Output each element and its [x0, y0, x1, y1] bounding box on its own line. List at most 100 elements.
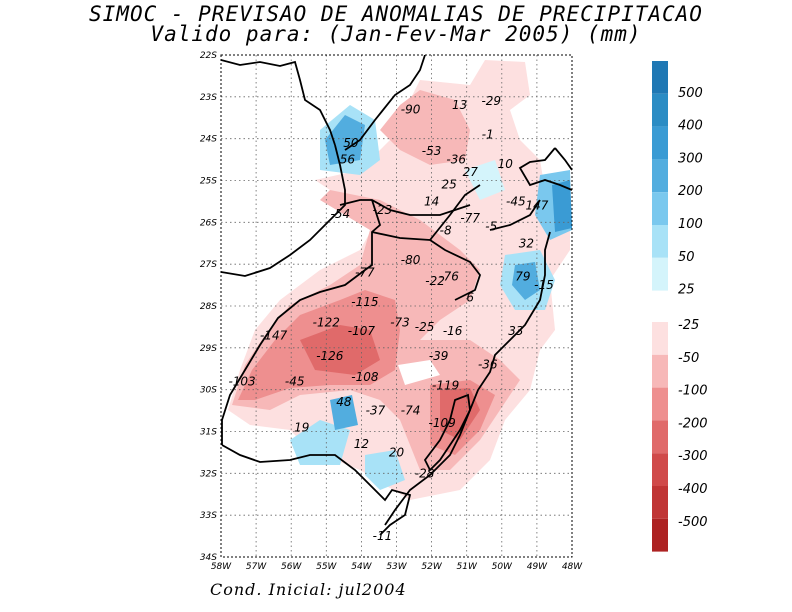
anomaly-value-label: -103	[228, 374, 255, 388]
anomaly-value-label: -16	[443, 324, 463, 338]
lat-tick-labels: 22S 23S 24S 25S 26S 27S 28S 29S 30S 31S 32S 33S 34S	[200, 51, 217, 563]
border-sc-rs	[371, 231, 482, 301]
anomaly-value-label: 79	[515, 270, 530, 284]
lat-tick-label: 30S	[200, 386, 217, 396]
lon-tick-label: 53W	[386, 562, 407, 572]
anomaly-value-label: -122	[313, 316, 340, 330]
anomaly-value-label: -107	[348, 324, 376, 338]
border-paraguay-north	[221, 59, 336, 146]
border-parana-river	[221, 144, 346, 277]
lon-tick-labels: 58W 57W 56W 55W 54W 53W 52W 51W 50W 49W 48W	[211, 562, 583, 572]
anomaly-value-label: -126	[316, 349, 344, 363]
lat-tick-label: 25S	[200, 177, 217, 187]
colorbar-label: 50	[678, 250, 695, 265]
anomaly-value-label: -45	[285, 374, 305, 388]
shade-white-hole	[398, 360, 440, 385]
coastline	[384, 147, 572, 526]
lon-tick-label: 57W	[246, 562, 267, 572]
colorbar-swatch	[652, 420, 668, 454]
lat-tick-label: 27S	[200, 260, 217, 270]
lat-tick-label: 31S	[200, 428, 217, 438]
lon-tick-label: 49W	[527, 562, 548, 572]
anomaly-value-label: -25	[415, 320, 435, 334]
anomaly-value-label: -28	[415, 466, 435, 480]
shade-positive-south-2	[365, 450, 405, 490]
anomaly-value-label: -108	[351, 370, 379, 384]
anomaly-value-label: 19	[294, 420, 309, 434]
lat-tick-label: 28S	[200, 302, 217, 312]
anomaly-value-label: 12	[354, 437, 369, 451]
colorbar-label: -200	[678, 416, 708, 431]
colorbar-label: -25	[678, 318, 699, 333]
colorbar-label: -300	[678, 449, 708, 464]
anomaly-value-label: 50	[343, 136, 359, 150]
anomaly-value-label: -109	[429, 416, 456, 430]
lat-tick-label: 29S	[200, 344, 217, 354]
anomaly-value-label: 48	[336, 395, 352, 409]
colorbar-swatch	[652, 387, 668, 421]
colorbar-legend: 500 400 300 200 100 50 25 -25 -50 -100 -200 -300 -40…	[652, 61, 708, 552]
anomaly-value-label: -74	[401, 404, 421, 418]
colorbar-label: 25	[678, 283, 695, 298]
colorbar-label: -400	[678, 482, 708, 497]
anomaly-value-label: 20	[389, 445, 405, 459]
anomaly-value-label: -115	[351, 295, 378, 309]
anomaly-value-label: -29	[481, 94, 501, 108]
anomaly-value-label: 13	[452, 98, 467, 112]
anomaly-value-label: -77	[355, 266, 375, 280]
border-pr-sc	[339, 199, 471, 216]
anomaly-value-label: -22	[425, 274, 445, 288]
colorbar-swatch	[652, 322, 668, 355]
anomaly-value-label: 27	[463, 165, 479, 179]
anomaly-value-label: -37	[366, 404, 386, 418]
lon-tick-label: 54W	[351, 562, 372, 572]
map-frame	[220, 54, 573, 558]
lon-tick-label: 58W	[211, 562, 232, 572]
anomaly-value-label: -15	[534, 278, 554, 292]
anomaly-shading	[228, 60, 572, 500]
anomaly-value-label: 14	[424, 194, 439, 208]
lon-tick-label: 48W	[562, 562, 583, 572]
colorbar-swatch	[652, 518, 668, 552]
initial-condition-label: Cond. Inicial: jul2004	[210, 580, 407, 599]
border-ms-pr	[344, 55, 426, 151]
anomaly-value-label: -36	[446, 153, 466, 167]
shade-positive-east-core	[512, 262, 540, 300]
colorbar-label: 100	[678, 217, 703, 232]
colorbar-swatch	[652, 192, 668, 225]
shade-positive-coast-core	[552, 180, 572, 232]
anomaly-value-label: -39	[429, 349, 449, 363]
colorbar-swatch	[652, 93, 668, 127]
anomaly-value-label: -11	[373, 529, 393, 543]
anomaly-value-label: -119	[432, 378, 459, 392]
shade-positive-nw-core	[325, 115, 365, 165]
anomaly-value-label: -1	[482, 127, 494, 141]
lat-tick-label: 34S	[200, 553, 217, 563]
chart-title: SIMOC - PREVISAO DE ANOMALIAS DE PRECIPI…	[89, 2, 703, 26]
border-rs-uruguay	[221, 444, 412, 536]
lon-tick-label: 55W	[316, 562, 337, 572]
anomaly-value-label: -8	[440, 224, 452, 238]
anomaly-value-label: 56	[340, 153, 356, 167]
anomaly-value-label: -73	[390, 316, 410, 330]
colorbar-swatch	[652, 453, 668, 486]
lon-tick-label: 52W	[421, 562, 442, 572]
lat-tick-label: 24S	[200, 135, 217, 145]
anomaly-value-label: -5	[485, 220, 497, 234]
colorbar-swatch	[652, 225, 668, 258]
colorbar-swatch	[652, 159, 668, 193]
colorbar-label: -100	[678, 384, 708, 399]
shade-positive-mid	[465, 160, 505, 200]
colorbar-swatch	[652, 126, 668, 160]
colorbar-label: 500	[678, 86, 703, 101]
colorbar-label: -50	[678, 351, 699, 366]
anomaly-value-label: 6	[466, 291, 474, 305]
anomaly-value-label: -90	[401, 102, 421, 116]
anomaly-value-label: -53	[422, 144, 442, 158]
anomaly-value-label: -76	[439, 270, 459, 284]
lat-tick-label: 33S	[200, 511, 217, 521]
lon-tick-label: 51W	[457, 562, 478, 572]
anomaly-value-label: 10	[498, 157, 514, 171]
